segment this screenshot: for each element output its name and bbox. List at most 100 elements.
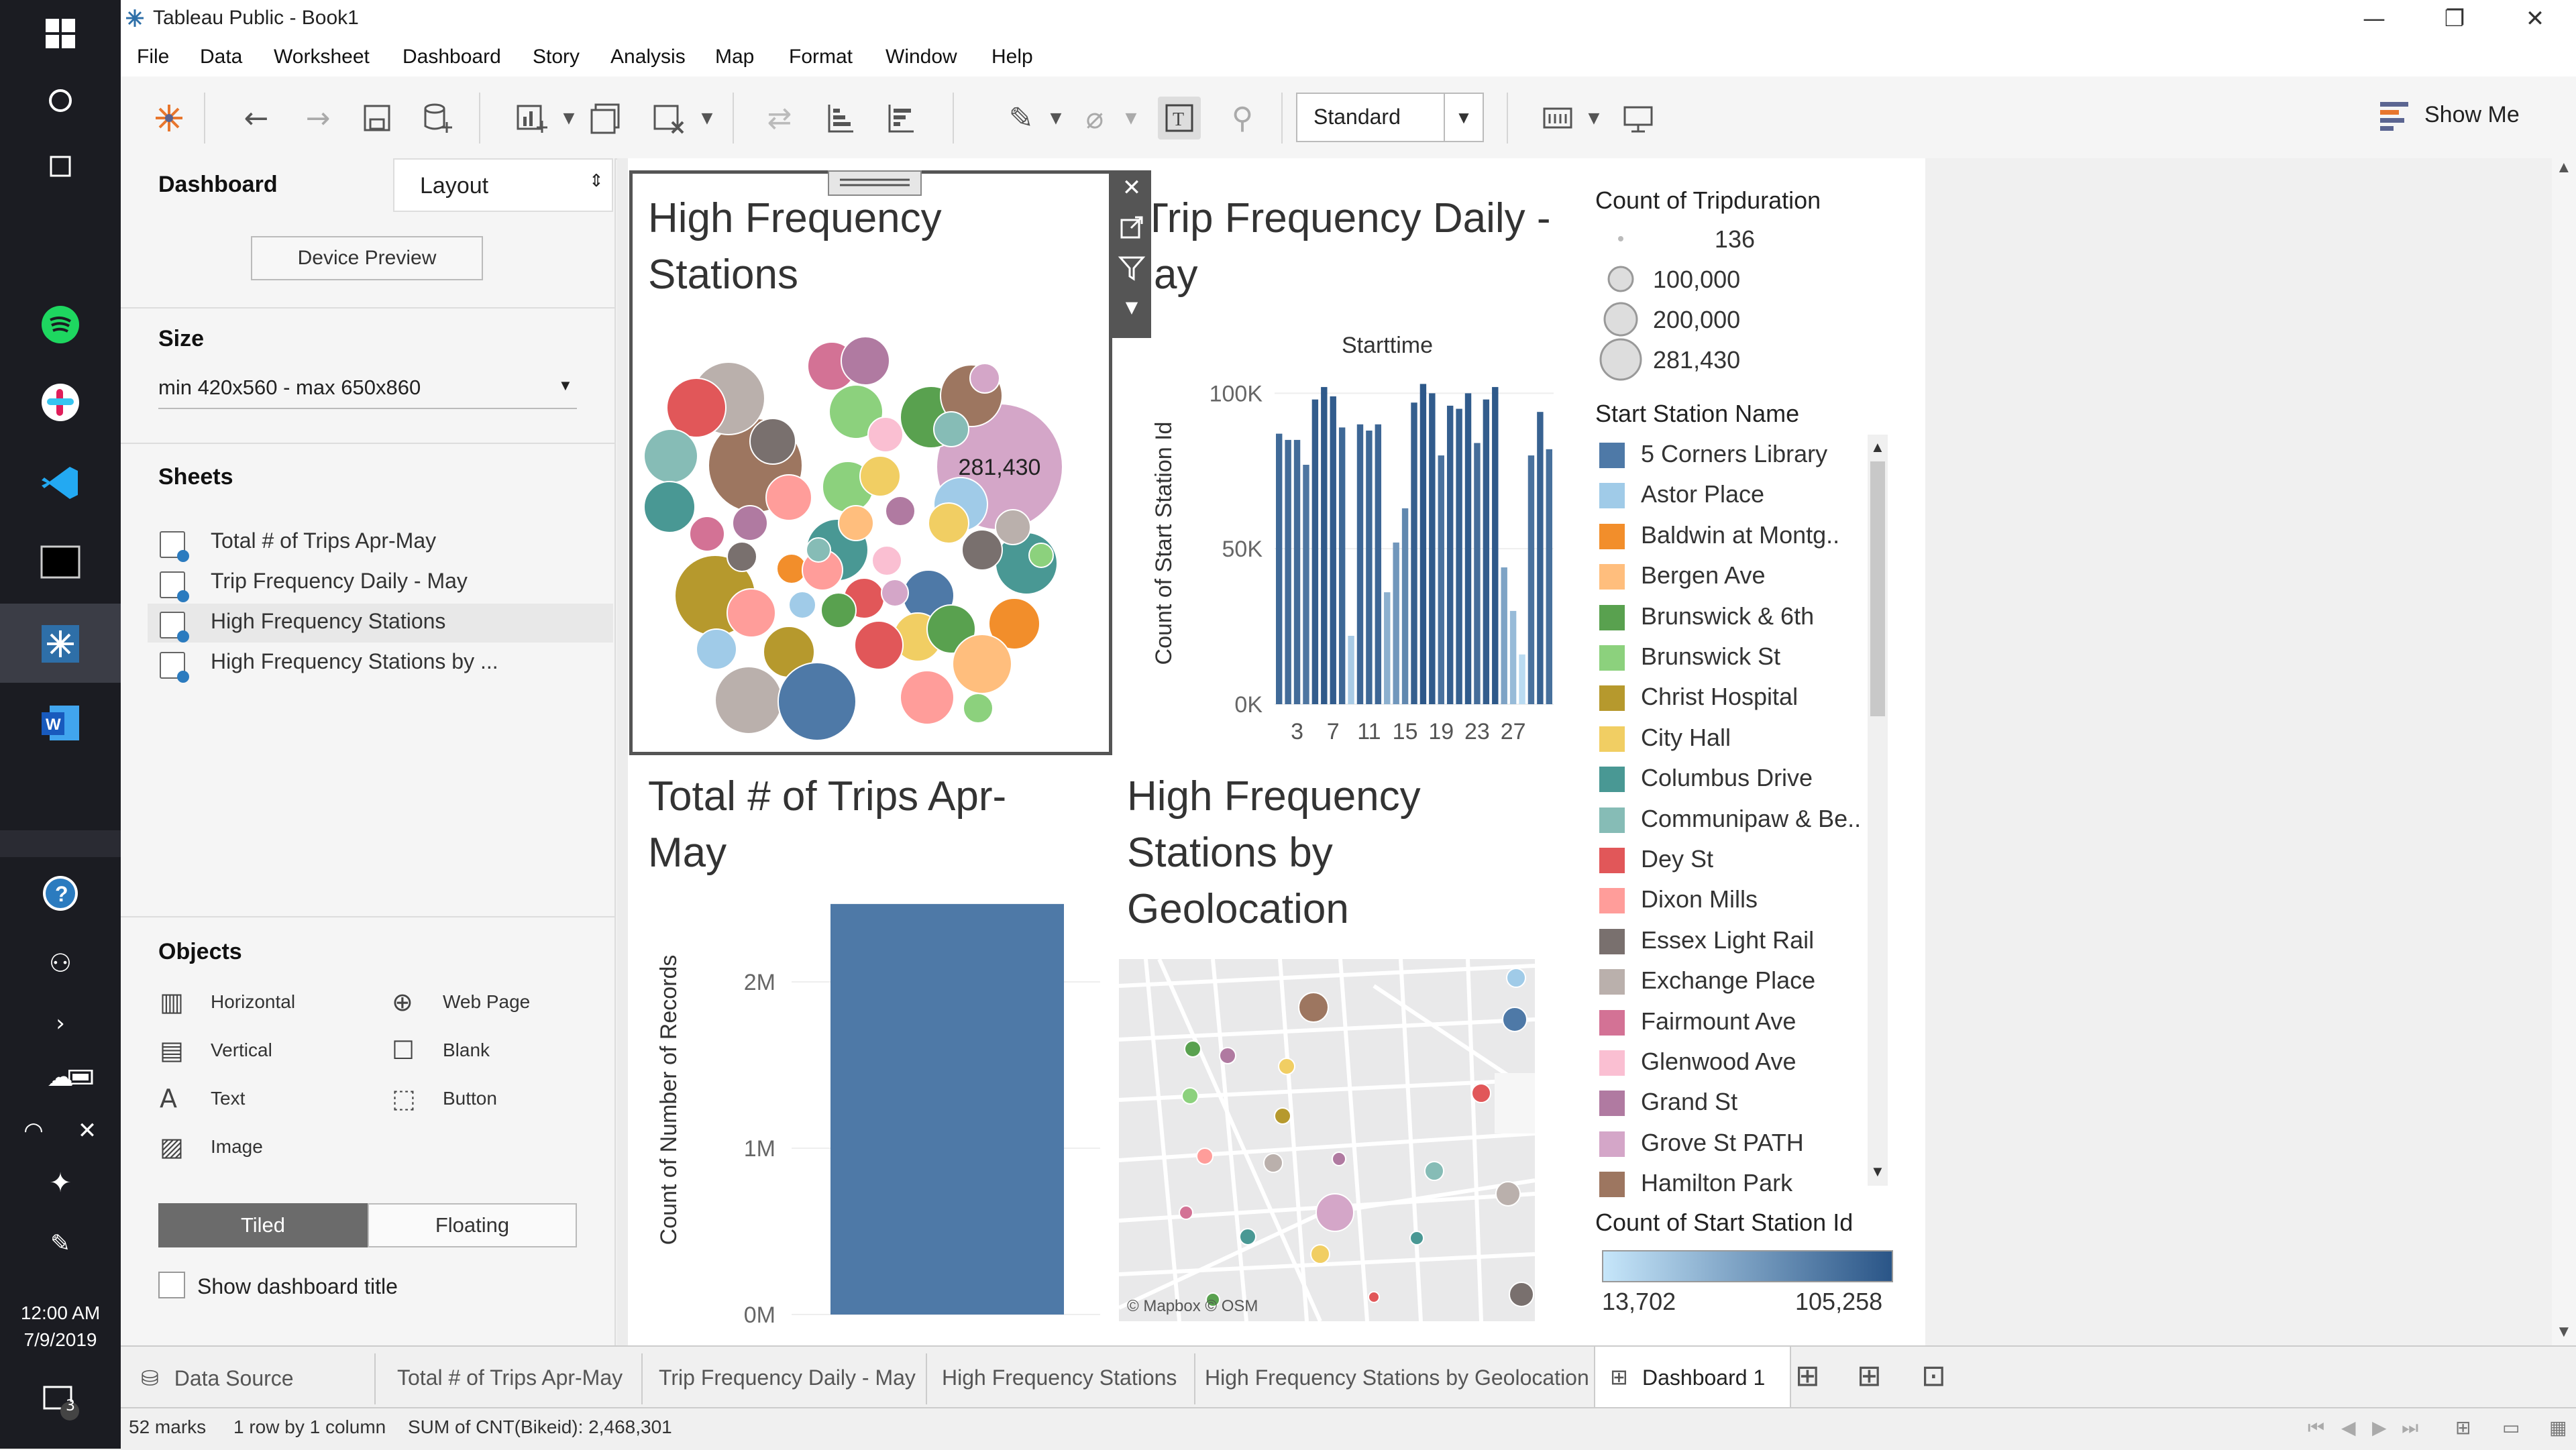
bubble-mark[interactable] [969, 363, 1000, 394]
presentation-mode-icon[interactable] [1617, 97, 1660, 140]
menu-format[interactable]: Format [789, 46, 853, 68]
floating-button[interactable]: Floating [368, 1203, 577, 1247]
trip-bar[interactable] [1401, 508, 1409, 704]
map-station-mark[interactable] [1368, 1291, 1380, 1303]
sort-descending-icon[interactable] [879, 97, 922, 140]
chevron-right-icon[interactable]: › [56, 1010, 65, 1037]
duplicate-sheet-icon[interactable] [584, 97, 627, 140]
bubble-mark[interactable] [885, 496, 916, 526]
cortana-icon[interactable] [34, 74, 87, 127]
battery-icon[interactable] [62, 1050, 102, 1104]
new-story-tab-icon[interactable]: ⊡ [1921, 1359, 1946, 1393]
map-station-mark[interactable] [1298, 992, 1329, 1023]
vscode-icon[interactable] [34, 456, 87, 510]
menu-worksheet[interactable]: Worksheet [274, 46, 370, 68]
chevron-up-icon[interactable]: ▲ [1870, 439, 1885, 455]
station-map[interactable] [1119, 959, 1535, 1321]
bubble-mark[interactable] [765, 474, 812, 521]
bubble-mark[interactable] [952, 634, 1012, 694]
fit-dropdown-icon[interactable]: ▼ [1588, 109, 1600, 127]
map-station-mark[interactable] [1205, 1292, 1220, 1307]
map-station-mark[interactable] [1409, 1231, 1424, 1245]
bubble-mark[interactable] [727, 588, 776, 638]
tab-data-source[interactable]: ⛁ Data Source [141, 1365, 294, 1391]
total-trips-chart[interactable]: Count of Number of Records 0M 1M 2M 2,468,30… [644, 899, 1114, 1328]
sheet-item[interactable]: Total # of Trips Apr-May [160, 523, 602, 562]
menu-dashboard[interactable]: Dashboard [402, 46, 501, 68]
trip-bar[interactable] [1321, 387, 1328, 704]
sheet-item[interactable]: High Frequency Stations by ... [160, 644, 602, 683]
pen-icon[interactable]: ✎ [50, 1229, 71, 1258]
map-station-mark[interactable] [1181, 1087, 1199, 1105]
bubble-mark[interactable] [749, 418, 796, 465]
fit-width-icon[interactable] [1536, 97, 1579, 140]
sheet-item-selected[interactable]: High Frequency Stations [148, 604, 613, 643]
device-preview-button[interactable]: Device Preview [251, 236, 483, 280]
trip-bar[interactable] [1356, 424, 1364, 704]
map-station-mark[interactable] [1263, 1153, 1283, 1173]
show-me-button[interactable]: Show Me [2424, 102, 2520, 127]
bubble-mark[interactable] [900, 670, 955, 725]
bubble-mark[interactable] [714, 666, 783, 734]
menu-data[interactable]: Data [200, 46, 243, 68]
bubble-mark[interactable] [859, 455, 901, 497]
map-station-mark[interactable] [1332, 1152, 1346, 1166]
bubble-mark[interactable] [928, 502, 969, 544]
volume-muted-icon[interactable]: ✕ [77, 1117, 97, 1144]
map-station-mark[interactable] [1502, 1007, 1527, 1032]
new-dashboard-tab-icon[interactable]: ⊞ [1857, 1359, 1882, 1393]
taskbar-clock[interactable]: 12:00 AM 7/9/2019 [0, 1300, 121, 1353]
remove-zone-icon[interactable]: ✕ [1122, 174, 1142, 201]
tab-total-trips[interactable]: Total # of Trips Apr-May [397, 1365, 623, 1390]
map-station-mark[interactable] [1278, 1058, 1295, 1075]
menu-window[interactable]: Window [885, 46, 957, 68]
bubble-mark[interactable] [820, 592, 857, 628]
bubble-mark[interactable] [666, 378, 727, 438]
tableau-logo-icon[interactable] [148, 97, 191, 140]
redo-icon[interactable]: → [305, 101, 331, 135]
trip-bar[interactable] [1527, 455, 1535, 704]
bubble-mark[interactable] [867, 416, 904, 453]
legend-scroll-thumb[interactable] [1870, 461, 1885, 716]
previous-page-icon[interactable]: ◀ [2341, 1416, 2356, 1439]
trip-bar[interactable] [1438, 455, 1444, 704]
tab-high-frequency-stations[interactable]: High Frequency Stations [942, 1365, 1177, 1390]
map-station-mark[interactable] [1424, 1161, 1444, 1181]
show-labels-icon[interactable]: T [1158, 97, 1201, 140]
notifications-icon[interactable]: 3 [34, 1375, 87, 1429]
bubble-mark[interactable] [732, 505, 768, 541]
map-station-mark[interactable] [1509, 1282, 1534, 1307]
clear-dropdown-icon[interactable]: ▼ [701, 109, 713, 127]
total-bar[interactable] [830, 903, 1064, 1315]
help-icon[interactable]: ? [34, 867, 87, 920]
tableau-taskbar-item[interactable] [0, 604, 121, 683]
trip-bar[interactable] [1338, 427, 1346, 704]
chevron-down-icon[interactable]: ▼ [1870, 1163, 1885, 1180]
chevron-up-icon[interactable]: ▲ [2556, 158, 2572, 176]
tab-geolocation[interactable]: High Frequency Stations by Geolocation [1205, 1365, 1589, 1390]
bubble-mark[interactable] [643, 429, 698, 484]
bubble-mark[interactable] [933, 411, 969, 447]
bubble-mark[interactable] [995, 509, 1031, 545]
trip-bar[interactable] [1464, 393, 1472, 704]
bubble-mark[interactable] [1028, 543, 1054, 568]
size-dropdown[interactable]: min 420x560 - max 650x860 ▼ [158, 369, 577, 409]
trip-bar[interactable] [1285, 439, 1291, 704]
bubble-mark[interactable] [988, 598, 1040, 650]
windows-start-icon[interactable] [34, 7, 87, 60]
bubble-mark[interactable] [788, 591, 816, 619]
sort-ascending-icon[interactable] [818, 97, 861, 140]
tab-dashboard[interactable]: Dashboard [121, 158, 393, 212]
trip-bar[interactable] [1348, 636, 1354, 704]
bubble-mark[interactable] [841, 336, 890, 386]
show-title-checkbox[interactable] [158, 1272, 185, 1298]
trip-bar[interactable] [1293, 439, 1301, 704]
highlight-icon[interactable]: ✎ [1008, 101, 1034, 135]
first-page-icon[interactable]: ⏮ [2308, 1416, 2325, 1439]
trip-bar[interactable] [1303, 465, 1309, 704]
map-station-mark[interactable] [1184, 1040, 1201, 1058]
trip-bar[interactable] [1537, 412, 1544, 704]
trip-bar[interactable] [1411, 402, 1417, 704]
trip-bar[interactable] [1474, 443, 1481, 704]
map-station-mark[interactable] [1471, 1083, 1491, 1103]
